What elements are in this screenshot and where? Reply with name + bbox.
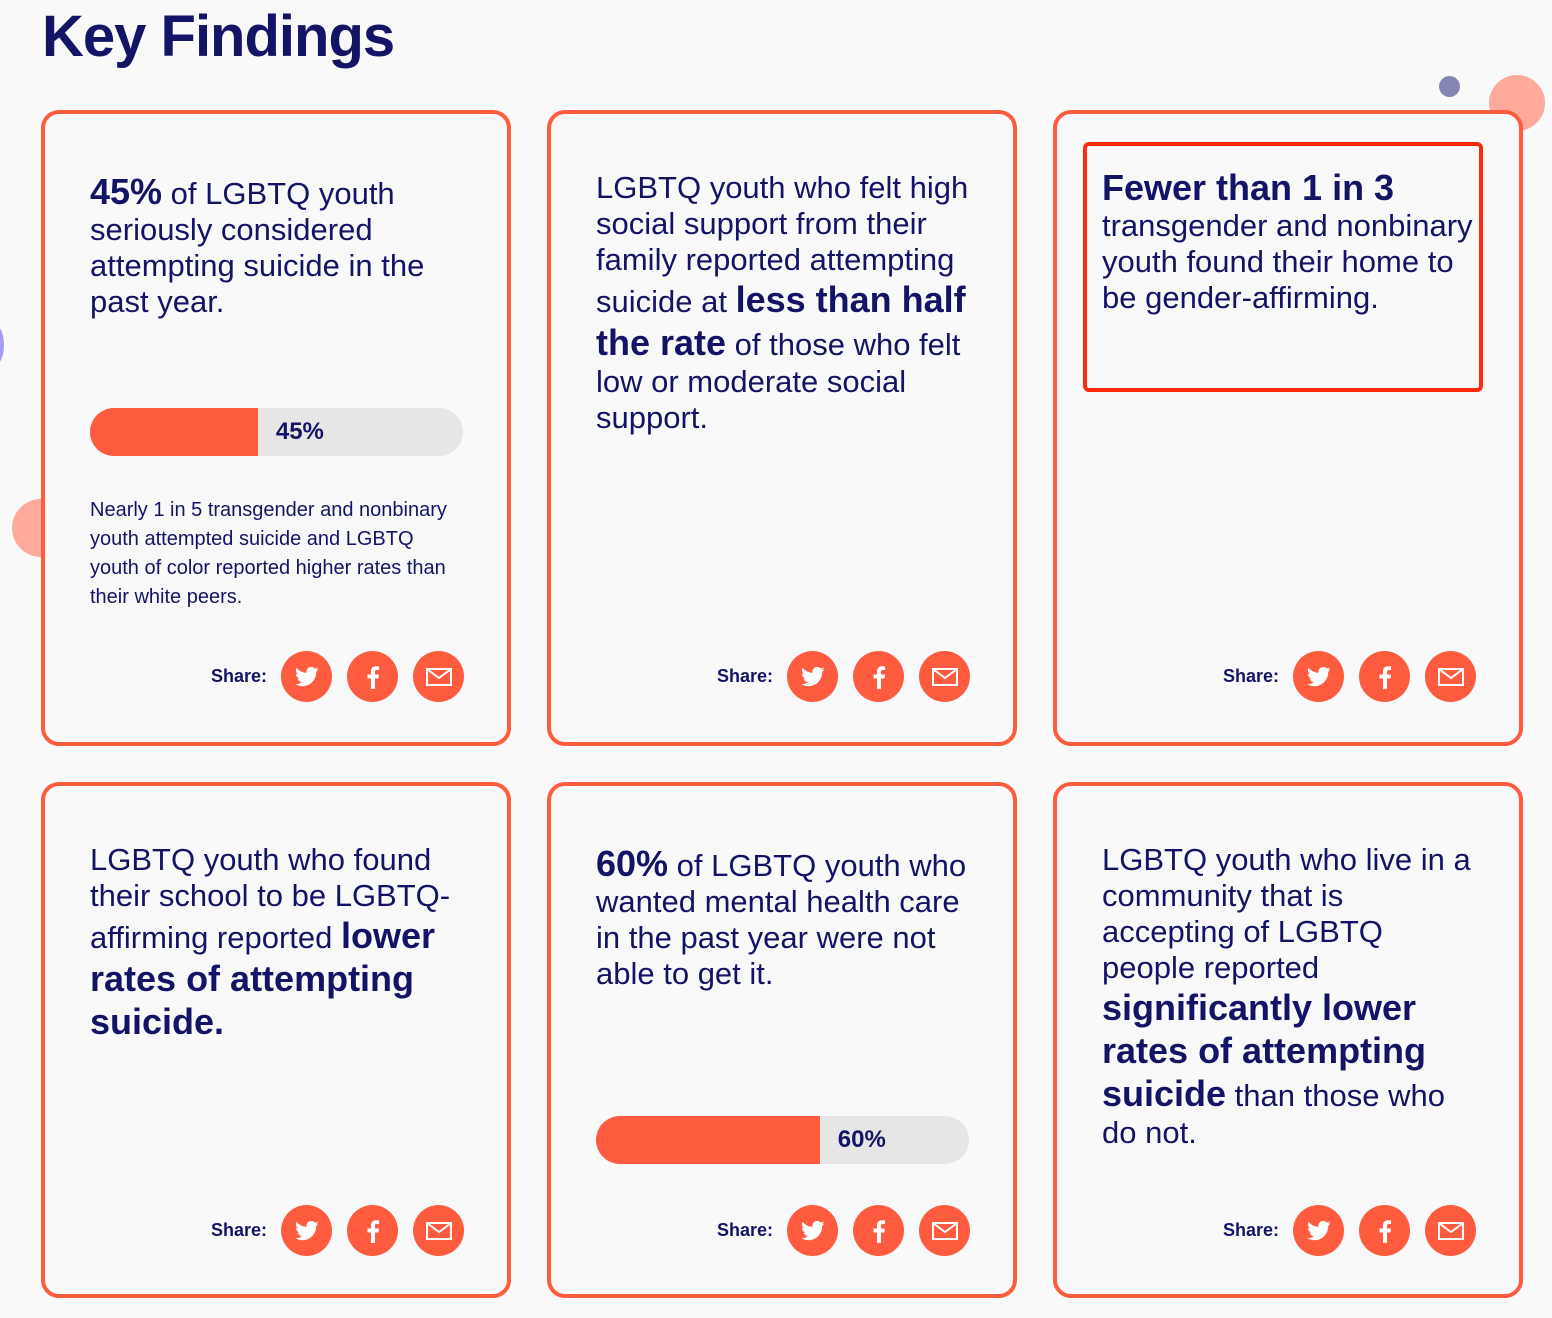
finding-statement: LGBTQ youth who found their school to be… [90, 842, 451, 1042]
share-twitter-button[interactable] [787, 1205, 838, 1256]
share-label: Share: [1222, 1220, 1279, 1240]
stat-highlight: 60% [596, 843, 669, 884]
share-twitter-button[interactable] [1293, 1205, 1344, 1256]
finding-note: Nearly 1 in 5 transgender and nonbinary … [90, 499, 447, 608]
finding-statement: 60% of LGBTQ youth who wanted mental hea… [596, 843, 967, 992]
progress-label: 60% [837, 1126, 886, 1153]
share-facebook-button[interactable] [853, 651, 904, 702]
facebook-icon [872, 1219, 886, 1243]
share-bar: Share: [211, 1205, 464, 1256]
page-title: Key Findings [42, 4, 395, 69]
share-email-button[interactable] [413, 651, 464, 702]
finding-card: 60% of LGBTQ youth who wanted mental hea… [547, 782, 1017, 1298]
facebook-icon [366, 665, 380, 689]
stat-highlight: 45% [90, 171, 163, 212]
decorative-dot [1439, 76, 1460, 97]
selection-highlight [1083, 142, 1483, 392]
twitter-icon [800, 666, 825, 687]
progress-fill [90, 408, 258, 456]
finding-card: LGBTQ youth who live in a community that… [1053, 782, 1523, 1298]
facebook-icon [366, 1219, 380, 1243]
email-icon [425, 1221, 452, 1240]
share-label: Share: [210, 1220, 267, 1240]
share-email-button[interactable] [919, 651, 970, 702]
share-facebook-button[interactable] [1359, 1205, 1410, 1256]
share-email-button[interactable] [919, 1205, 970, 1256]
share-facebook-button[interactable] [853, 1205, 904, 1256]
progress-bar: 45% [90, 408, 463, 456]
share-label: Share: [716, 1220, 773, 1240]
decorative-blob [0, 325, 4, 365]
progress-bar: 60% [596, 1116, 969, 1164]
email-icon [1437, 1221, 1464, 1240]
finding-card: 45% of LGBTQ youth seriously considered … [41, 110, 511, 746]
stat-highlight: Fewer than 1 in 3 [1102, 167, 1395, 208]
share-facebook-button[interactable] [347, 1205, 398, 1256]
twitter-icon [1306, 1220, 1331, 1241]
finding-statement: LGBTQ youth who felt high social support… [596, 170, 969, 435]
share-bar: Share: [1223, 1205, 1476, 1256]
share-bar: Share: [717, 1205, 970, 1256]
share-twitter-button[interactable] [787, 651, 838, 702]
finding-card: LGBTQ youth who felt high social support… [547, 110, 1017, 746]
stat-highlight: lower rates of attempting suicide. [90, 915, 436, 1042]
share-label: Share: [716, 666, 773, 686]
share-label: Share: [210, 666, 267, 686]
facebook-icon [1378, 1219, 1392, 1243]
twitter-icon [800, 1220, 825, 1241]
progress-label: 45% [275, 418, 324, 445]
finding-card: Fewer than 1 in 3 transgender and nonbin… [1053, 110, 1523, 746]
share-email-button[interactable] [1425, 651, 1476, 702]
email-icon [931, 1221, 958, 1240]
email-icon [425, 667, 452, 686]
share-twitter-button[interactable] [281, 1205, 332, 1256]
finding-statement: Fewer than 1 in 3 transgender and nonbin… [1102, 167, 1473, 316]
share-bar: Share: [717, 651, 970, 702]
progress-fill [596, 1116, 820, 1164]
share-facebook-button[interactable] [1359, 651, 1410, 702]
share-email-button[interactable] [1425, 1205, 1476, 1256]
share-email-button[interactable] [413, 1205, 464, 1256]
facebook-icon [1378, 665, 1392, 689]
facebook-icon [872, 665, 886, 689]
finding-statement: LGBTQ youth who live in a community that… [1102, 842, 1471, 1150]
share-bar: Share: [1223, 651, 1476, 702]
share-bar: Share: [211, 651, 464, 702]
email-icon [1437, 667, 1464, 686]
twitter-icon [294, 1220, 319, 1241]
finding-card: LGBTQ youth who found their school to be… [41, 782, 511, 1298]
email-icon [931, 667, 958, 686]
share-twitter-button[interactable] [1293, 651, 1344, 702]
share-label: Share: [1222, 666, 1279, 686]
finding-statement: 45% of LGBTQ youth seriously considered … [90, 171, 425, 320]
twitter-icon [1306, 666, 1331, 687]
share-twitter-button[interactable] [281, 651, 332, 702]
share-facebook-button[interactable] [347, 651, 398, 702]
stat-highlight: less than half the rate [596, 279, 966, 363]
stat-highlight: significantly lower rates of attempting … [1102, 987, 1427, 1114]
twitter-icon [294, 666, 319, 687]
